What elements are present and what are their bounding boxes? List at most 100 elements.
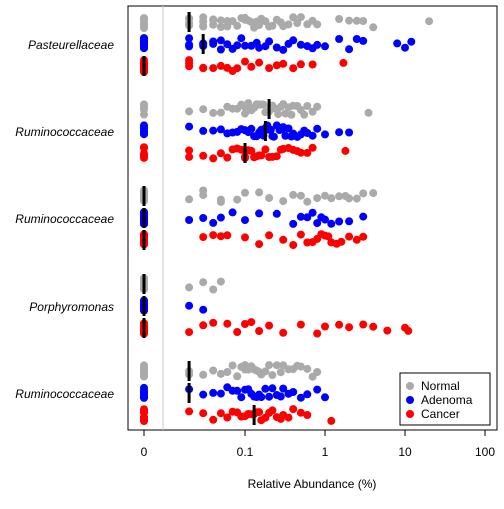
point-adenoma: [359, 36, 368, 45]
point-adenoma: [321, 42, 329, 51]
point-adenoma-zero: [140, 41, 148, 50]
point-cancer: [257, 151, 266, 160]
point-cancer: [339, 58, 348, 67]
point-cancer: [404, 326, 413, 335]
point-cancer: [265, 321, 274, 330]
point-adenoma: [345, 217, 354, 226]
point-normal: [233, 372, 242, 381]
point-adenoma: [216, 389, 225, 398]
point-cancer: [216, 232, 225, 241]
point-normal: [268, 21, 277, 30]
point-adenoma: [321, 215, 329, 224]
point-normal: [209, 15, 218, 24]
point-cancer: [209, 64, 218, 73]
point-normal: [300, 110, 309, 119]
point-adenoma: [345, 128, 354, 137]
point-adenoma: [255, 43, 264, 52]
legend-marker-normal: [406, 382, 414, 390]
point-cancer: [185, 152, 194, 161]
point-normal: [274, 110, 283, 119]
point-adenoma: [313, 40, 322, 49]
point-normal: [233, 195, 242, 204]
point-adenoma: [185, 34, 194, 43]
legend-label-normal: Normal: [421, 379, 460, 393]
point-cancer: [369, 322, 378, 331]
point-cancer: [241, 233, 249, 242]
point-adenoma: [321, 130, 329, 139]
point-normal: [287, 110, 296, 119]
point-cancer: [223, 319, 232, 328]
point-adenoma: [199, 305, 208, 314]
point-normal: [313, 102, 322, 111]
point-cancer: [279, 59, 288, 68]
point-normal: [199, 186, 208, 195]
point-adenoma: [407, 37, 416, 46]
point-adenoma-zero: [140, 130, 148, 139]
point-normal-zero: [140, 372, 148, 381]
point-adenoma: [237, 393, 246, 402]
point-normal: [272, 361, 281, 370]
point-adenoma: [393, 39, 402, 48]
point-normal: [244, 99, 253, 108]
point-adenoma: [209, 218, 218, 227]
point-normal: [296, 13, 305, 22]
point-cancer: [223, 413, 232, 422]
point-cancer: [272, 152, 281, 161]
point-cancer: [279, 235, 288, 244]
point-cancer: [241, 57, 249, 66]
taxon-label-2: Ruminococcaceae: [15, 125, 114, 139]
point-cancer: [289, 241, 298, 249]
taxon-label-3: Ruminococcaceae: [15, 212, 114, 226]
point-normal: [359, 189, 368, 198]
point-adenoma: [268, 384, 277, 393]
point-adenoma: [185, 122, 194, 131]
point-adenoma: [401, 43, 409, 52]
point-cancer: [223, 231, 232, 240]
point-adenoma: [199, 126, 208, 135]
point-adenoma: [257, 393, 266, 402]
point-normal: [296, 362, 305, 371]
point-adenoma: [359, 212, 368, 221]
point-adenoma: [335, 217, 344, 226]
point-adenoma: [185, 40, 194, 49]
point-adenoma: [272, 209, 281, 218]
point-normal: [313, 20, 322, 29]
legend-label-adenoma: Adenoma: [421, 393, 473, 407]
x-tick-label: 1: [322, 445, 329, 459]
point-adenoma: [313, 124, 322, 133]
point-cancer: [289, 64, 298, 73]
y-axis-labels: Pasteurellaceae Ruminococcaceae Ruminoco…: [15, 38, 114, 401]
point-adenoma: [327, 219, 336, 228]
point-adenoma: [289, 36, 298, 45]
point-adenoma: [296, 40, 305, 49]
point-cancer-zero: [140, 414, 148, 423]
point-adenoma: [296, 393, 305, 402]
point-cancer: [241, 320, 249, 328]
point-normal: [185, 195, 194, 204]
point-normal: [281, 109, 290, 118]
point-adenoma: [209, 126, 218, 135]
x-tick-label: 0: [141, 445, 148, 459]
point-cancer: [247, 146, 256, 155]
point-cancer: [216, 61, 225, 70]
point-normal: [216, 23, 225, 31]
point-adenoma-zero: [140, 121, 148, 130]
point-adenoma: [266, 125, 275, 134]
point-cancer: [237, 145, 246, 154]
point-adenoma: [352, 35, 361, 43]
point-cancer: [296, 320, 305, 329]
point-adenoma: [308, 131, 317, 140]
point-cancer: [335, 320, 344, 329]
point-normal: [425, 17, 434, 26]
point-normal: [289, 190, 298, 199]
point-normal: [276, 368, 285, 377]
point-normal: [199, 105, 208, 114]
point-adenoma: [216, 125, 225, 134]
point-cancer: [216, 149, 225, 158]
point-adenoma: [255, 209, 264, 218]
x-tick-label: 100: [475, 445, 495, 459]
point-normal: [303, 364, 312, 373]
point-cancer: [265, 64, 274, 73]
point-adenoma: [279, 45, 288, 54]
point-cancer: [247, 62, 256, 71]
